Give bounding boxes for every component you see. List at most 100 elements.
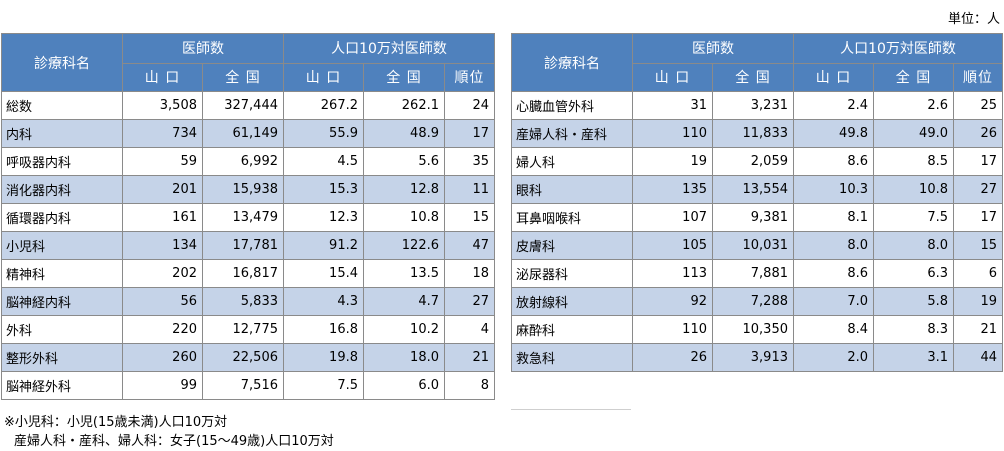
yamaguchi-count-cell: 105 (632, 231, 713, 260)
rank-cell: 47 (443, 231, 496, 260)
table-row: 耳鼻咽喉科 107 9,381 8.1 7.5 17 (511, 203, 1004, 232)
rank-cell: 17 (952, 203, 1004, 232)
header-per100k: 人口10万対医師数 (282, 33, 496, 64)
dept-name-cell: 循環器内科 (1, 203, 123, 232)
national-count-cell: 3,913 (712, 343, 794, 372)
national-count-cell: 9,381 (712, 203, 794, 232)
table-row: 呼吸器内科 59 6,992 4.5 5.6 35 (1, 147, 496, 176)
national-rate-cell: 18.0 (363, 343, 445, 372)
header-national-rate: 全 国 (363, 62, 445, 92)
national-rate-cell: 8.0 (873, 231, 954, 260)
national-count-cell: 7,881 (712, 259, 794, 288)
national-count-cell: 327,444 (202, 91, 284, 120)
yamaguchi-count-cell: 19 (632, 147, 713, 176)
table-row: 皮膚科 105 10,031 8.0 8.0 15 (511, 231, 1004, 260)
dept-name-cell: 産婦人科・産科 (511, 119, 633, 148)
yamaguchi-count-cell: 110 (632, 119, 713, 148)
left-table-body: 総数 3,508 327,444 267.2 262.1 24 内科 734 61,149 55.… (1, 91, 496, 400)
yamaguchi-rate-cell: 55.9 (283, 119, 364, 148)
header-yamaguchi-rate: 山 口 (793, 62, 874, 92)
yamaguchi-count-cell: 99 (122, 371, 203, 400)
dept-name-cell: 内科 (1, 119, 123, 148)
yamaguchi-count-cell: 734 (122, 119, 203, 148)
header-yamaguchi: 山 口 (122, 62, 203, 92)
national-rate-cell: 5.8 (873, 287, 954, 316)
national-rate-cell: 7.5 (873, 203, 954, 232)
yamaguchi-rate-cell: 2.0 (793, 343, 874, 372)
dept-name-cell: 泌尿器科 (511, 259, 633, 288)
rank-cell: 8 (443, 371, 496, 400)
yamaguchi-rate-cell: 10.3 (793, 175, 874, 204)
header-yamaguchi: 山 口 (632, 62, 713, 92)
table-row: 小児科 134 17,781 91.2 122.6 47 (1, 231, 496, 260)
table-row: 麻酔科 110 10,350 8.4 8.3 21 (511, 315, 1004, 344)
national-count-cell: 17,781 (202, 231, 284, 260)
rank-cell: 15 (443, 203, 496, 232)
header-doctors: 医師数 (632, 33, 794, 64)
table-row: 外科 220 12,775 16.8 10.2 4 (1, 315, 496, 344)
rank-cell: 21 (952, 315, 1004, 344)
footnote: 産婦人科・産科、婦人科：女子(15～49歳)人口10万対 (14, 434, 334, 449)
table-row: 脳神経内科 56 5,833 4.3 4.7 27 (1, 287, 496, 316)
yamaguchi-rate-cell: 8.6 (793, 147, 874, 176)
national-count-cell: 13,554 (712, 175, 794, 204)
yamaguchi-rate-cell: 15.4 (283, 259, 364, 288)
table-row: 内科 734 61,149 55.9 48.9 17 (1, 119, 496, 148)
dept-name-cell: 救急科 (511, 343, 633, 372)
national-rate-cell: 6.3 (873, 259, 954, 288)
national-rate-cell: 262.1 (363, 91, 445, 120)
table-row: 循環器内科 161 13,479 12.3 10.8 15 (1, 203, 496, 232)
rank-cell: 18 (443, 259, 496, 288)
rank-cell: 11 (443, 175, 496, 204)
yamaguchi-count-cell: 3,508 (122, 91, 203, 120)
dept-name-cell: 耳鼻咽喉科 (511, 203, 633, 232)
rank-cell: 17 (952, 147, 1004, 176)
header-rank: 順位 (952, 62, 1004, 92)
national-rate-cell: 8.5 (873, 147, 954, 176)
national-rate-cell: 5.6 (363, 147, 445, 176)
national-rate-cell: 4.7 (363, 287, 445, 316)
yamaguchi-rate-cell: 12.3 (283, 203, 364, 232)
national-rate-cell: 48.9 (363, 119, 445, 148)
unit-label: 単位：人 (947, 12, 1000, 27)
yamaguchi-count-cell: 161 (122, 203, 203, 232)
national-count-cell: 10,350 (712, 315, 794, 344)
rank-cell: 4 (443, 315, 496, 344)
rank-cell: 27 (952, 175, 1004, 204)
national-rate-cell: 8.3 (873, 315, 954, 344)
yamaguchi-count-cell: 110 (632, 315, 713, 344)
yamaguchi-count-cell: 113 (632, 259, 713, 288)
dept-name-cell: 呼吸器内科 (1, 147, 123, 176)
yamaguchi-count-cell: 31 (632, 91, 713, 120)
yamaguchi-count-cell: 59 (122, 147, 203, 176)
yamaguchi-count-cell: 56 (122, 287, 203, 316)
yamaguchi-count-cell: 107 (632, 203, 713, 232)
national-rate-cell: 13.5 (363, 259, 445, 288)
dept-name-cell: 外科 (1, 315, 123, 344)
national-count-cell: 16,817 (202, 259, 284, 288)
national-rate-cell: 3.1 (873, 343, 954, 372)
national-rate-cell: 49.0 (873, 119, 954, 148)
table-row: 精神科 202 16,817 15.4 13.5 18 (1, 259, 496, 288)
yamaguchi-rate-cell: 91.2 (283, 231, 364, 260)
rank-cell: 44 (952, 343, 1004, 372)
footnote: ※小児科：小児(15歳未満)人口10万対 (4, 415, 228, 430)
table-row: 眼科 135 13,554 10.3 10.8 27 (511, 175, 1004, 204)
national-count-cell: 22,506 (202, 343, 284, 372)
national-count-cell: 11,833 (712, 119, 794, 148)
yamaguchi-count-cell: 202 (122, 259, 203, 288)
dept-name-cell: 小児科 (1, 231, 123, 260)
yamaguchi-count-cell: 26 (632, 343, 713, 372)
national-rate-cell: 10.2 (363, 315, 445, 344)
table-row: 婦人科 19 2,059 8.6 8.5 17 (511, 147, 1004, 176)
right-table: 診療科名 医師数 人口10万対医師数 山 口 全 国 山 口 全 国 順位 心臓… (511, 33, 1004, 372)
rank-cell: 26 (952, 119, 1004, 148)
dept-name-cell: 麻酔科 (511, 315, 633, 344)
right-table-body: 心臓血管外科 31 3,231 2.4 2.6 25 産婦人科・産科 110 11,833 49.… (511, 91, 1004, 372)
dept-name-cell: 消化器内科 (1, 175, 123, 204)
rank-cell: 21 (443, 343, 496, 372)
national-count-cell: 6,992 (202, 147, 284, 176)
yamaguchi-rate-cell: 4.5 (283, 147, 364, 176)
yamaguchi-rate-cell: 8.6 (793, 259, 874, 288)
yamaguchi-rate-cell: 16.8 (283, 315, 364, 344)
